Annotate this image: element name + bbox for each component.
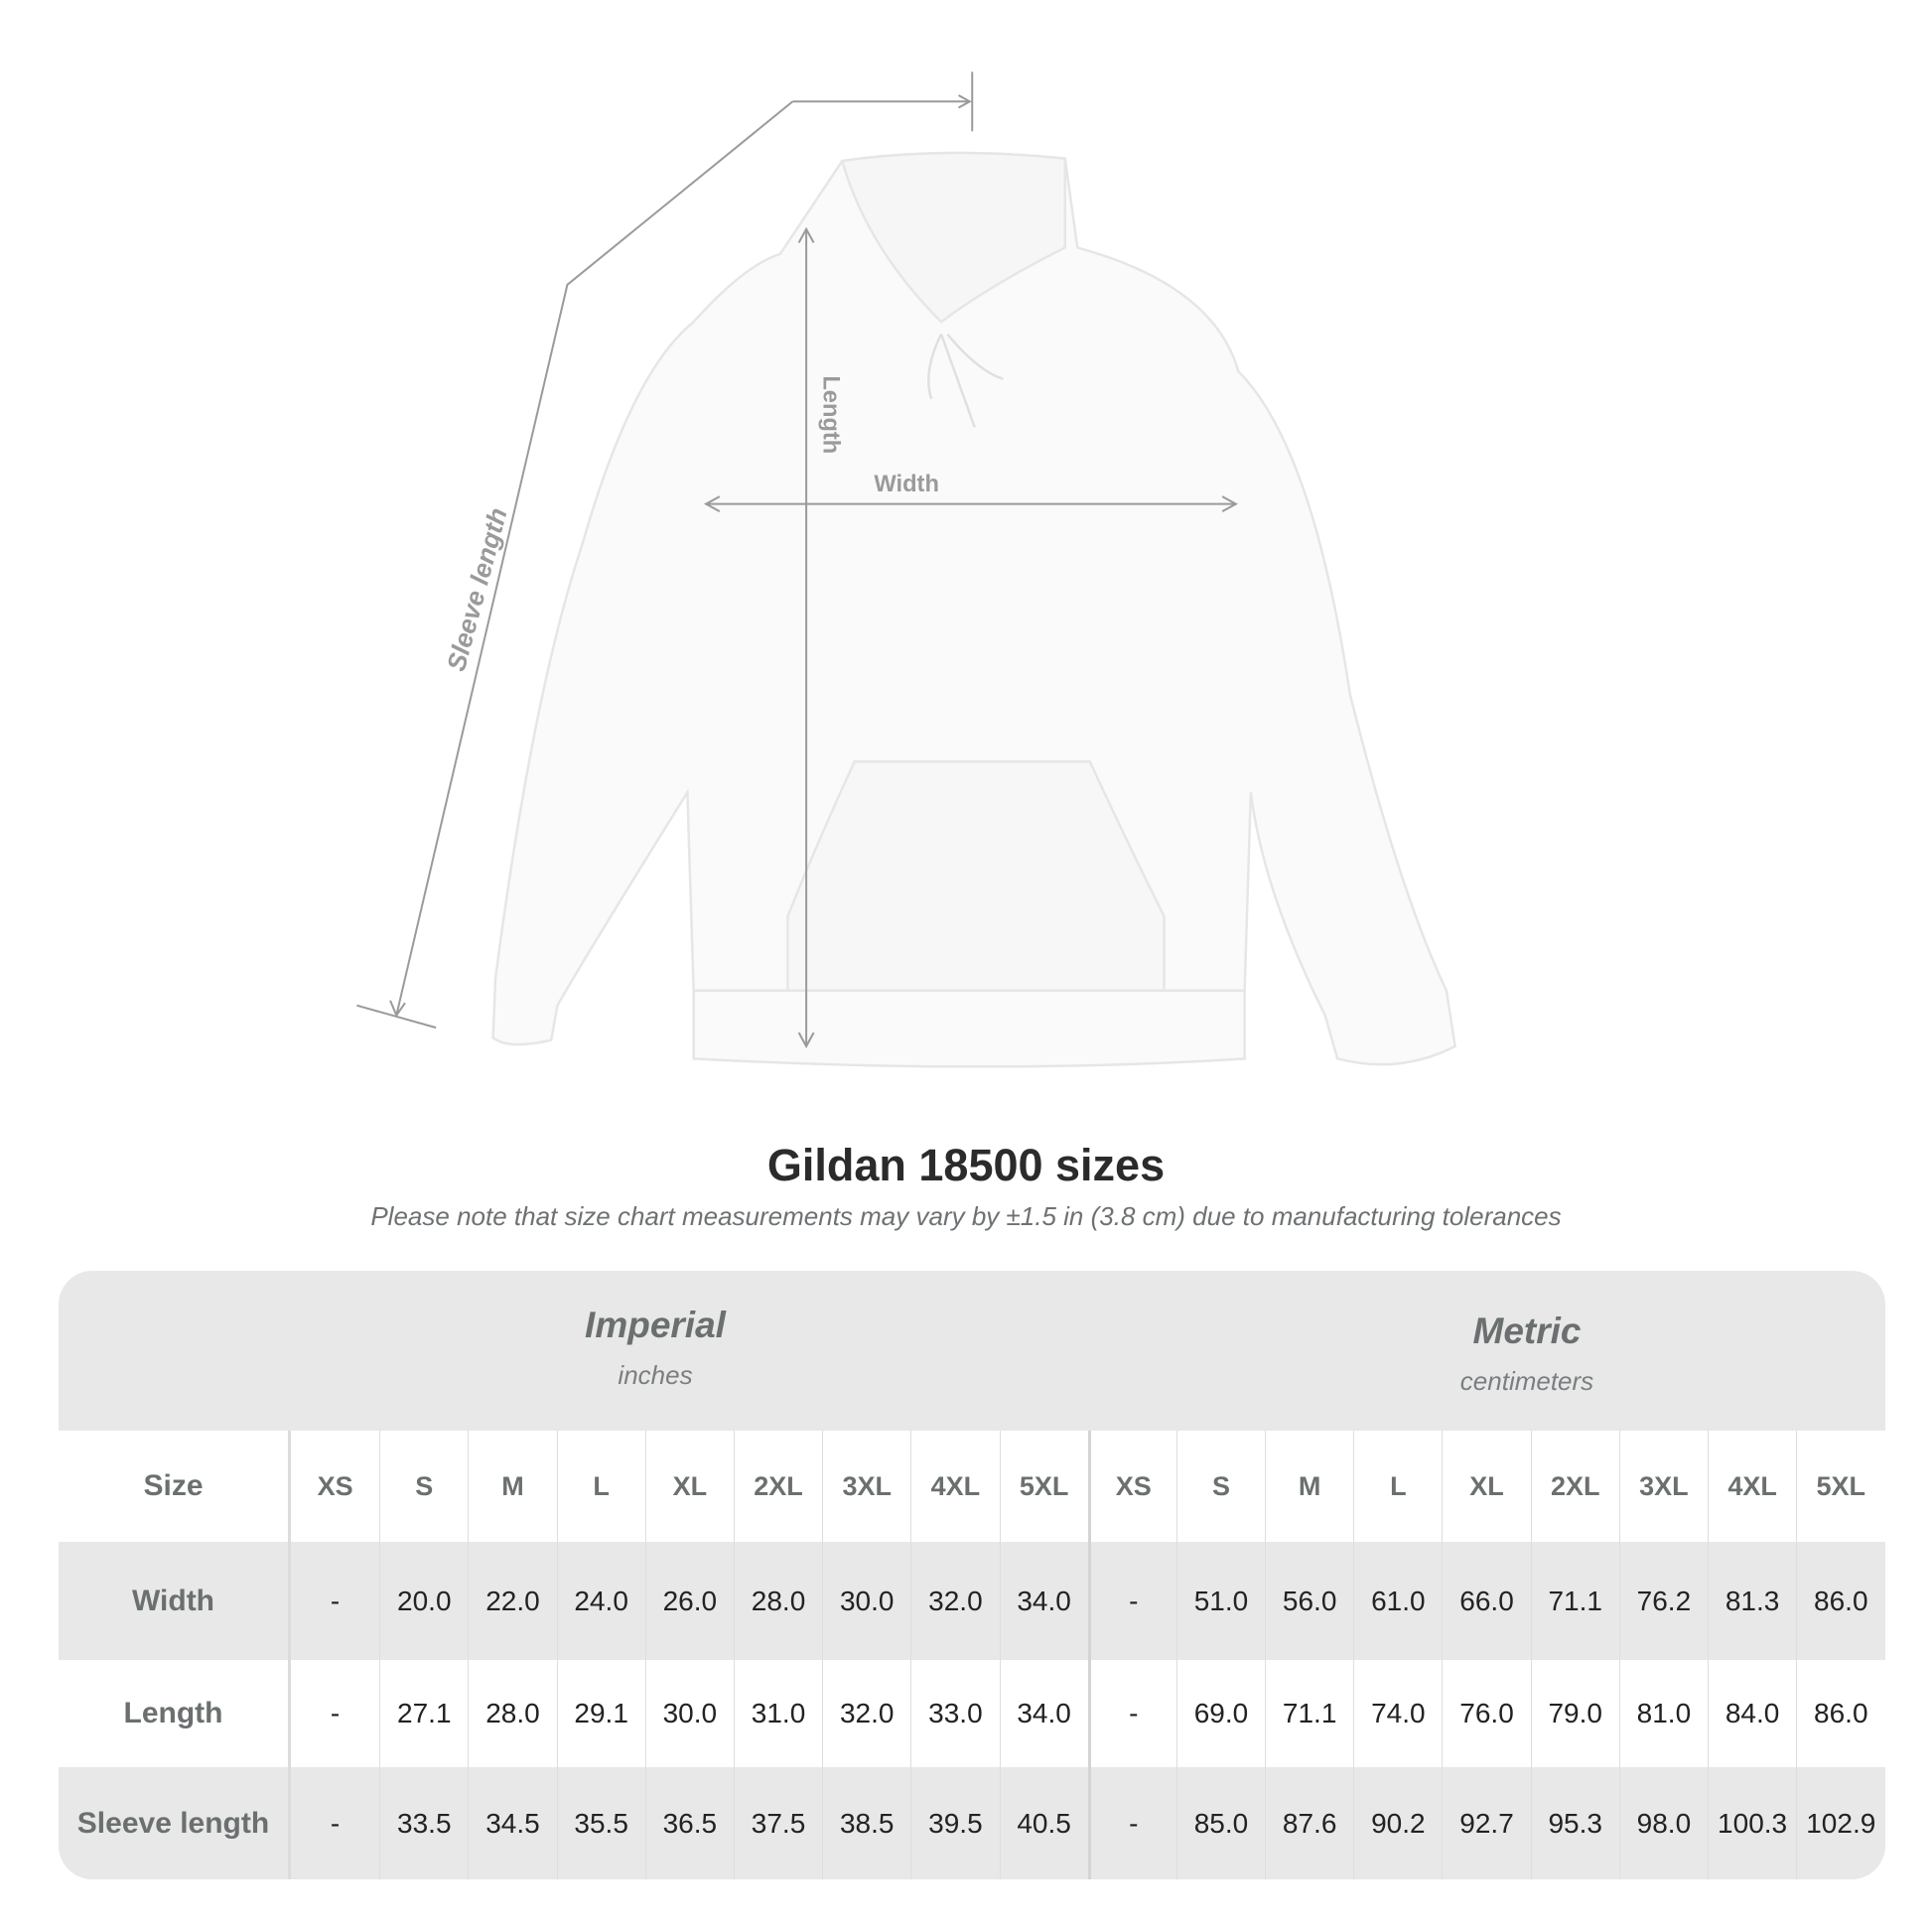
imperial-title: Imperial — [585, 1305, 726, 1345]
imperial-unit: inches — [618, 1360, 693, 1390]
imperial-size-header: M — [468, 1431, 556, 1542]
imperial-value-cell: 27.1 — [379, 1660, 468, 1767]
metric-size-header: XS — [1087, 1431, 1176, 1542]
metric-value-cell: - — [1087, 1767, 1176, 1879]
metric-value-cell: 71.1 — [1530, 1542, 1619, 1660]
metric-value-cell: 87.6 — [1265, 1767, 1353, 1879]
metric-value-cell: - — [1087, 1542, 1176, 1660]
imperial-value-cell: 35.5 — [556, 1767, 645, 1879]
imperial-value-cell: 31.0 — [733, 1660, 822, 1767]
metric-size-header: 3XL — [1618, 1431, 1708, 1542]
row-label: Length — [59, 1660, 291, 1767]
imperial-size-header: S — [379, 1431, 468, 1542]
hoodie-illustration — [491, 151, 1457, 1068]
metric-title: Metric — [1472, 1311, 1582, 1351]
metric-value-cell: 86.0 — [1796, 1542, 1884, 1660]
imperial-value-cell: 36.5 — [644, 1767, 734, 1879]
metric-value-cell: 51.0 — [1175, 1542, 1265, 1660]
imperial-value-cell: 37.5 — [733, 1767, 822, 1879]
metric-value-cell: 86.0 — [1796, 1660, 1884, 1767]
metric-value-cell: 100.3 — [1708, 1767, 1796, 1879]
metric-value-cell: 79.0 — [1530, 1660, 1619, 1767]
metric-value-cell: 102.9 — [1796, 1767, 1884, 1879]
imperial-size-header: 5XL — [999, 1431, 1088, 1542]
page-title: Gildan 18500 sizes — [766, 1140, 1166, 1190]
imperial-value-cell: 39.5 — [910, 1767, 999, 1879]
imperial-value-cell: - — [330, 1585, 341, 1616]
imperial-value-cell: 38.5 — [822, 1767, 910, 1879]
imperial-size-header: XS — [317, 1470, 353, 1501]
imperial-value-cell: 34.5 — [468, 1767, 556, 1879]
imperial-header: Imperial inches — [258, 1305, 1052, 1391]
tolerance-note: Please note that size chart measurements… — [370, 1201, 1562, 1231]
imperial-size-header: 4XL — [910, 1431, 999, 1542]
imperial-size-header: 2XL — [733, 1431, 822, 1542]
metric-value-cell: 76.2 — [1618, 1542, 1708, 1660]
metric-size-header: S — [1175, 1431, 1265, 1542]
metric-header: Metric centimeters — [1130, 1311, 1885, 1397]
imperial-value-cell: 20.0 — [379, 1542, 468, 1660]
imperial-value-cell: 30.0 — [644, 1660, 734, 1767]
metric-value-cell: 90.2 — [1353, 1767, 1442, 1879]
metric-value-cell: 98.0 — [1618, 1767, 1708, 1879]
imperial-value-cell: 26.0 — [644, 1542, 734, 1660]
size-table: Imperial inches Metric centimeters Size X… — [59, 1271, 1885, 1879]
row-length: Length -27.1 28.0 29.1 30.0 31.0 32.0 33.0 34.0-… — [59, 1660, 1885, 1767]
metric-size-header: 5XL — [1796, 1431, 1884, 1542]
row-label: Size — [59, 1431, 291, 1542]
imperial-value-cell: - — [330, 1698, 341, 1728]
measurement-lines — [356, 71, 1238, 1048]
sleeve-length-label: Sleeve length — [441, 504, 513, 674]
metric-size-header: 2XL — [1530, 1431, 1619, 1542]
metric-value-cell: 69.0 — [1175, 1660, 1265, 1767]
size-header-row: Size XS S M L XL 2XL 3XL 4XL 5XL XS S M L XL 2XL 3XL 4XL 5… — [59, 1431, 1885, 1542]
metric-size-header: M — [1265, 1431, 1353, 1542]
imperial-value-cell: 32.0 — [822, 1660, 910, 1767]
imperial-value-cell: - — [330, 1807, 341, 1839]
unit-header: Imperial inches Metric centimeters — [59, 1271, 1885, 1431]
imperial-value-cell: 34.0 — [999, 1542, 1088, 1660]
metric-value-cell: 85.0 — [1175, 1767, 1265, 1879]
metric-value-cell: 74.0 — [1353, 1660, 1442, 1767]
metric-value-cell: - — [1087, 1660, 1176, 1767]
metric-size-header: 4XL — [1708, 1431, 1796, 1542]
imperial-value-cell: 32.0 — [910, 1542, 999, 1660]
metric-value-cell: 71.1 — [1265, 1660, 1353, 1767]
imperial-value-cell: 28.0 — [468, 1660, 556, 1767]
hood — [840, 151, 1067, 324]
imperial-value-cell: 24.0 — [556, 1542, 645, 1660]
metric-value-cell: 92.7 — [1442, 1767, 1530, 1879]
row-width: Width -20.0 22.0 24.0 26.0 28.0 30.0 32.0 34.0-5… — [59, 1542, 1885, 1660]
row-label: Width — [59, 1542, 291, 1660]
metric-size-header: XL — [1442, 1431, 1530, 1542]
metric-value-cell: 81.0 — [1618, 1660, 1708, 1767]
imperial-size-header: XL — [644, 1431, 734, 1542]
imperial-value-cell: 34.0 — [999, 1660, 1088, 1767]
hoodie-body — [491, 151, 1457, 1068]
metric-value-cell: 66.0 — [1442, 1542, 1530, 1660]
metric-value-cell: 76.0 — [1442, 1660, 1530, 1767]
length-label: Length — [818, 375, 844, 454]
imperial-value-cell: 40.5 — [999, 1767, 1088, 1879]
imperial-value-cell: 22.0 — [468, 1542, 556, 1660]
imperial-size-header: L — [556, 1431, 645, 1542]
drawstring — [927, 333, 1004, 428]
imperial-value-cell: 33.5 — [379, 1767, 468, 1879]
width-label: Width — [874, 472, 939, 497]
metric-unit: centimeters — [1459, 1366, 1594, 1396]
metric-value-cell: 95.3 — [1530, 1767, 1619, 1879]
imperial-value-cell: 33.0 — [910, 1660, 999, 1767]
metric-value-cell: 56.0 — [1265, 1542, 1353, 1660]
imperial-size-header: 3XL — [822, 1431, 910, 1542]
imperial-value-cell: 28.0 — [733, 1542, 822, 1660]
imperial-value-cell: 29.1 — [556, 1660, 645, 1767]
row-sleeve-length: Sleeve length - 33.5 34.5 35.5 36.5 37.5 38.5 39… — [59, 1767, 1885, 1879]
metric-value-cell: 81.3 — [1708, 1542, 1796, 1660]
imperial-value-cell: 30.0 — [822, 1542, 910, 1660]
metric-size-header: L — [1353, 1431, 1442, 1542]
metric-value-cell: 61.0 — [1353, 1542, 1442, 1660]
hoodie-measurement-diagram: Sleeve length Length Width — [356, 71, 1457, 1068]
row-label: Sleeve length — [59, 1767, 291, 1879]
metric-value-cell: 84.0 — [1708, 1660, 1796, 1767]
